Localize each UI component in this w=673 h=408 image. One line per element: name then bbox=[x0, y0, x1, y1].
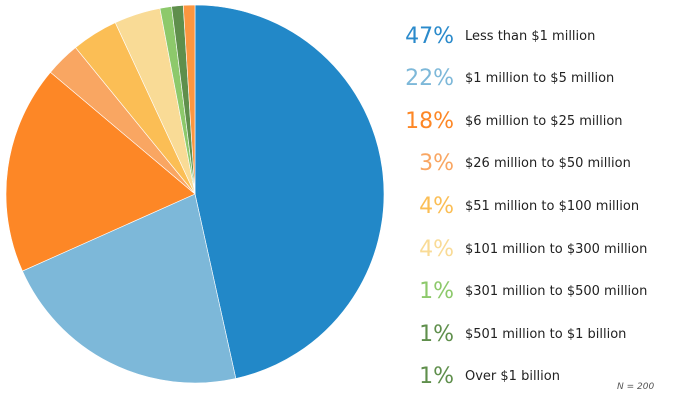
legend-label: $26 million to $50 million bbox=[465, 156, 631, 172]
legend-label: $1 million to $5 million bbox=[465, 71, 615, 87]
legend-label: Over $1 billion bbox=[465, 369, 560, 385]
legend-item: 4% $101 million to $300 million bbox=[392, 231, 647, 267]
legend-percent: 3% bbox=[419, 151, 454, 177]
legend-item: 18% $6 million to $25 million bbox=[392, 103, 623, 139]
legend-label: $51 million to $100 million bbox=[465, 198, 640, 214]
legend-item: 1% Over $1 billion bbox=[392, 359, 560, 395]
legend-label: $301 million to $500 million bbox=[465, 284, 648, 300]
legend-percent: 22% bbox=[405, 66, 454, 92]
legend-percent: 47% bbox=[405, 23, 454, 49]
legend-percent: 4% bbox=[419, 236, 454, 262]
legend-percent: 1% bbox=[419, 364, 454, 390]
legend-label: Less than $1 million bbox=[465, 28, 596, 44]
legend-percent: 1% bbox=[419, 321, 454, 347]
legend-percent: 18% bbox=[405, 108, 454, 134]
pie-slice bbox=[22, 193, 237, 384]
legend-label: $501 million to $1 billion bbox=[465, 326, 627, 342]
legend-item: 1% $501 million to $1 billion bbox=[392, 316, 626, 352]
legend-item: 47% Less than $1 million bbox=[392, 18, 595, 54]
legend-item: 3% $26 million to $50 million bbox=[392, 146, 631, 182]
pie-slice bbox=[194, 4, 385, 379]
pie-chart bbox=[5, 4, 385, 384]
legend-percent: 4% bbox=[419, 193, 454, 219]
sample-size-note: N = 200 bbox=[617, 382, 655, 392]
legend-label: $6 million to $25 million bbox=[465, 113, 623, 129]
legend-item: 4% $51 million to $100 million bbox=[392, 188, 639, 224]
legend-item: 22% $1 million to $5 million bbox=[392, 61, 614, 97]
legend-label: $101 million to $300 million bbox=[465, 241, 648, 257]
pie-slice bbox=[5, 71, 196, 272]
pie-slice bbox=[182, 4, 196, 195]
legend-percent: 1% bbox=[419, 279, 454, 305]
legend-item: 1% $301 million to $500 million bbox=[392, 274, 647, 310]
